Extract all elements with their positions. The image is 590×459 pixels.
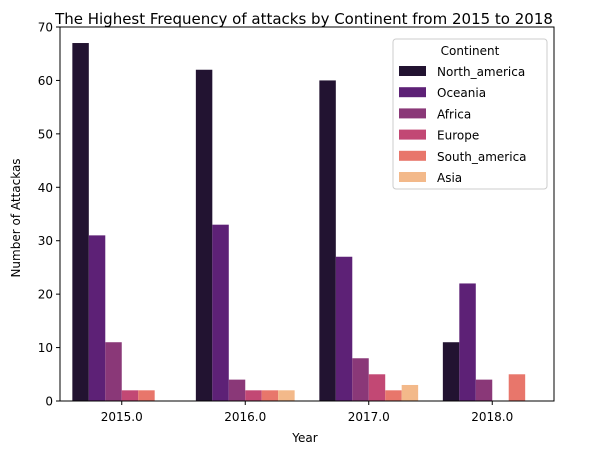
bar (335, 256, 353, 401)
legend-label: Africa (437, 107, 471, 121)
y-axis-ticks: 0 10 20 30 40 50 60 70 (38, 21, 60, 409)
chart-title: The Highest Frequency of attacks by Cont… (54, 10, 553, 28)
y-tick-label: 70 (38, 21, 53, 35)
bar (475, 379, 493, 401)
bar (195, 69, 213, 401)
legend-box (392, 38, 548, 190)
x-tick-label: 2015.0 (101, 410, 143, 424)
y-axis-label: Number of Attackas (9, 158, 23, 277)
x-axis-ticks: 2015.0 2016.0 2017.0 2018.0 (101, 401, 513, 424)
legend-label: Oceania (437, 86, 486, 100)
bar (508, 374, 526, 401)
x-tick-label: 2018.0 (471, 410, 513, 424)
x-axis-label: Year (291, 431, 317, 445)
legend-title: Continent (441, 44, 500, 58)
legend-swatch (399, 66, 426, 76)
legend: Continent North_america Oceania Africa Europ… (392, 38, 548, 190)
y-tick-label: 0 (45, 395, 53, 409)
bar (121, 390, 139, 401)
legend-swatch (399, 87, 426, 98)
bar (368, 374, 386, 401)
legend-swatch (399, 150, 426, 161)
legend-label: Europe (437, 129, 479, 143)
legend-label: North_america (437, 65, 525, 79)
bar (442, 342, 460, 401)
legend-swatch (399, 172, 426, 182)
bar (319, 80, 336, 401)
bar (105, 342, 122, 401)
bar (385, 390, 402, 401)
legend-swatch (399, 129, 426, 140)
bar (245, 390, 262, 401)
bar (228, 379, 246, 401)
legend-label: Asia (437, 171, 462, 185)
y-tick-label: 40 (38, 181, 53, 195)
y-tick-label: 10 (38, 341, 53, 355)
y-tick-label: 30 (38, 234, 53, 248)
y-tick-label: 20 (38, 288, 53, 302)
bar (278, 390, 295, 401)
bar (459, 283, 476, 401)
bar (88, 235, 106, 401)
x-tick-label: 2017.0 (348, 410, 390, 424)
y-tick-label: 50 (38, 127, 53, 141)
bar (352, 358, 369, 401)
bar (72, 43, 89, 402)
plot-frame (59, 26, 555, 402)
bar (401, 384, 419, 401)
legend-label: South_america (437, 150, 527, 164)
bar (212, 224, 229, 401)
bar (138, 390, 155, 401)
bar-series (72, 43, 526, 402)
legend-swatch (399, 108, 426, 119)
x-tick-label: 2016.0 (224, 410, 266, 424)
y-tick-label: 60 (38, 74, 53, 88)
bar (261, 390, 279, 401)
